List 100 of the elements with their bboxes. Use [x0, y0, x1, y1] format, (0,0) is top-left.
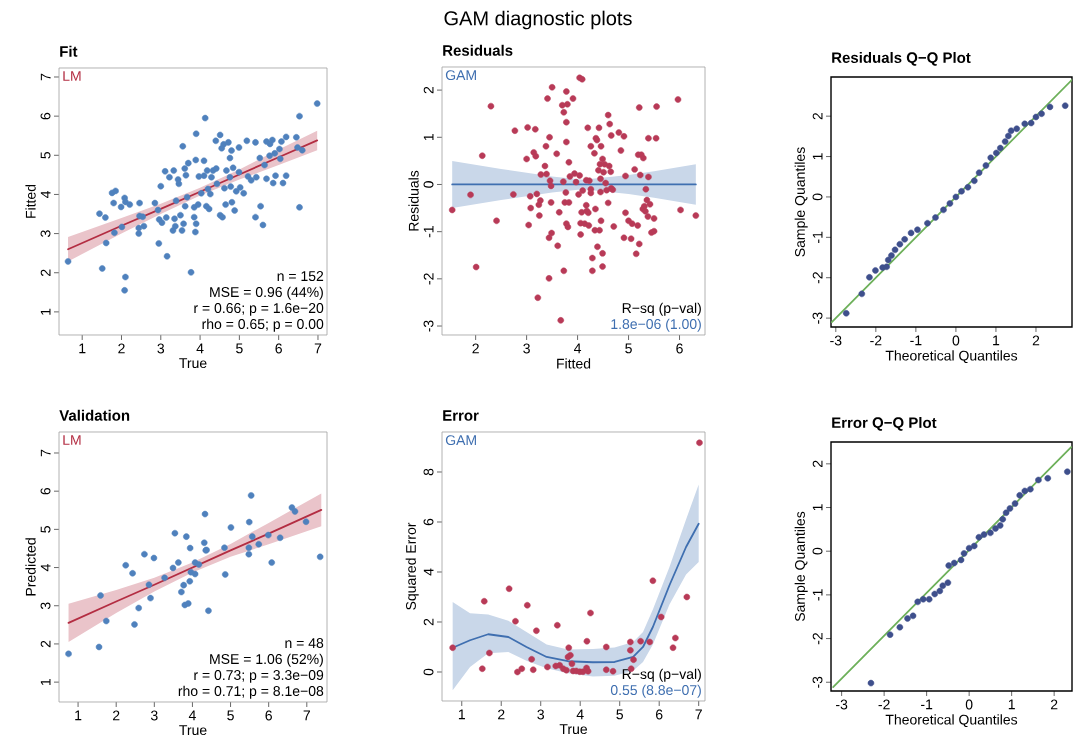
x-tick-label: 6	[656, 709, 663, 720]
y-tick-label: 6	[40, 112, 51, 120]
x-axis-title: True	[179, 725, 207, 736]
y-tick-label: -2	[812, 633, 823, 645]
x-axis-title: Fitted	[557, 358, 591, 369]
y-axis-title: Predicted	[25, 538, 36, 596]
x-tick-label: 7	[314, 343, 322, 354]
y-tick-label: 2	[812, 460, 823, 468]
x-tick-label: 0	[952, 335, 960, 346]
y-tick-label: 7	[40, 73, 51, 81]
x-tick-label: 6	[676, 343, 683, 354]
x-tick-label: 4	[574, 343, 582, 354]
y-tick-label: 4	[40, 190, 51, 199]
x-tick-label: -2	[878, 699, 890, 710]
x-tick-label: 4	[188, 710, 196, 721]
y-tick-label: 3	[40, 602, 51, 610]
y-tick-label: -3	[812, 312, 823, 324]
text: GAM	[445, 435, 476, 446]
y-tick-label: 1	[812, 504, 823, 511]
annotation: 1.8e−06 (1.00)	[611, 318, 701, 332]
y-axis-title: Residuals	[408, 170, 419, 231]
y-tick-label: 0	[423, 668, 434, 676]
y-tick-label: 2	[812, 112, 823, 120]
text: LM	[63, 435, 81, 445]
text: LM	[63, 71, 81, 81]
chart-title: Validation	[59, 409, 130, 421]
x-tick-label: 3	[157, 343, 165, 354]
x-axis-title: True	[559, 724, 588, 735]
x-tick-label: -1	[910, 335, 922, 346]
annotation: r = 0.73; p = 3.3e−09	[194, 670, 324, 683]
x-tick-label: 1	[458, 709, 465, 720]
annotation: R−sq (p−val)	[622, 668, 701, 682]
y-tick-label: 7	[40, 449, 51, 457]
x-tick-label: 2	[113, 710, 120, 721]
y-tick-label: -1	[812, 231, 823, 243]
y-tick-label: 0	[423, 181, 434, 188]
x-tick-label: 5	[227, 710, 234, 721]
annotation: n = 152	[277, 271, 324, 282]
x-tick-label: 3	[523, 343, 530, 354]
x-tick-label: 4	[576, 709, 584, 720]
x-tick-label: 2	[118, 343, 125, 354]
annotation: MSE = 0.96 (44%)	[210, 286, 323, 300]
x-axis-title: True	[179, 358, 207, 369]
x-tick-label: 3	[150, 710, 158, 721]
annotation: n = 48	[285, 638, 324, 649]
x-tick-label: 1	[993, 335, 1000, 346]
x-tick-label: 6	[275, 343, 282, 354]
x-tick-label: -1	[921, 699, 933, 710]
x-tick-label: 5	[236, 343, 243, 354]
annotation: MSE = 1.06 (52%)	[210, 653, 323, 667]
x-tick-label: -3	[836, 699, 848, 710]
y-tick-label: 6	[423, 518, 434, 526]
chart-title: Residuals	[443, 44, 513, 56]
y-tick-label: 3	[40, 230, 51, 237]
x-tick-label: -3	[830, 335, 842, 346]
y-tick-label: -1	[423, 226, 434, 238]
y-tick-label: 2	[40, 640, 51, 648]
y-tick-label: 0	[812, 547, 823, 555]
y-tick-label: 2	[423, 618, 434, 626]
text: GAM	[445, 70, 476, 81]
y-tick-label: 1	[423, 134, 434, 141]
x-tick-label: 6	[265, 710, 272, 721]
chart-title: Error	[443, 410, 479, 421]
text: GAM diagnostic plots	[444, 10, 632, 30]
x-tick-label: 5	[616, 709, 624, 720]
x-tick-label: -2	[870, 335, 882, 346]
x-tick-label: 2	[498, 709, 505, 720]
chart-title: Fit	[60, 45, 78, 57]
x-tick-label: 3	[537, 709, 544, 720]
x-tick-label: 4	[196, 343, 204, 354]
y-tick-label: 4	[40, 564, 51, 572]
y-tick-label: 5	[40, 526, 51, 533]
y-axis-title: Squared Error	[405, 522, 419, 610]
annotation: r = 0.66; p = 1.6e−20	[194, 303, 324, 316]
y-tick-label: 0	[812, 193, 823, 201]
x-tick-label: 0	[965, 699, 973, 710]
x-tick-label: 7	[695, 709, 702, 720]
y-tick-label: 2	[423, 86, 434, 94]
y-axis-title: Sample Quantiles	[794, 511, 808, 622]
x-tick-label: 2	[1050, 699, 1058, 710]
y-axis-title: Fitted	[25, 184, 36, 218]
x-tick-label: 2	[472, 343, 479, 354]
y-tick-label: -3	[812, 676, 823, 688]
y-tick-label: 2	[40, 269, 51, 276]
y-tick-label: 1	[40, 308, 51, 315]
y-axis-title: Sample Quantiles	[794, 147, 808, 257]
x-tick-label: 1	[1008, 699, 1015, 710]
y-tick-label: 6	[40, 487, 51, 495]
y-tick-label: 4	[423, 568, 434, 576]
x-tick-label: 7	[303, 710, 310, 721]
x-tick-label: 5	[625, 343, 632, 354]
chart-title: Error Q−Q Plot	[832, 416, 937, 431]
x-tick-label: 1	[79, 343, 86, 354]
x-tick-label: 2	[1032, 335, 1040, 346]
y-tick-label: -3	[423, 320, 434, 332]
annotation: rho = 0.65; p = 0.00	[202, 318, 324, 332]
y-tick-label: 1	[812, 153, 823, 160]
y-tick-label: -1	[812, 589, 823, 601]
y-tick-label: 1	[40, 678, 51, 685]
chart-title: Residuals Q−Q Plot	[832, 51, 971, 66]
